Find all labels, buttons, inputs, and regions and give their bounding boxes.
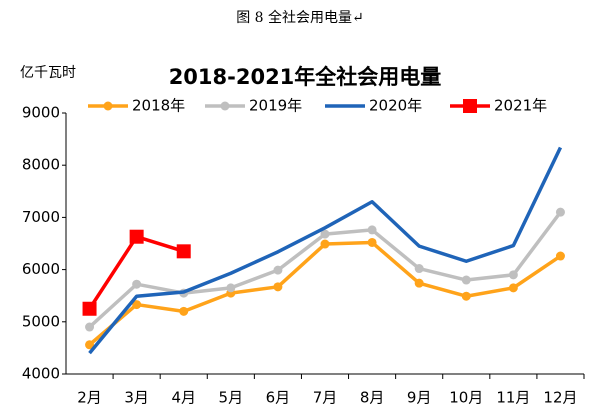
legend-marker bbox=[220, 101, 230, 111]
point-marker bbox=[461, 291, 471, 301]
legend-label: 2018年 bbox=[132, 97, 185, 115]
y-tick-label: 8000 bbox=[22, 156, 60, 174]
point-marker bbox=[367, 225, 377, 235]
x-tick-label: 4月 bbox=[171, 389, 196, 407]
point-marker bbox=[320, 239, 330, 249]
figure-caption: 图 8 全社会用电量↵ bbox=[236, 9, 364, 26]
point-marker bbox=[273, 282, 283, 292]
legend-marker bbox=[463, 99, 477, 113]
point-marker bbox=[461, 275, 471, 285]
y-tick-label: 4000 bbox=[22, 365, 60, 383]
legend-label: 2021年 bbox=[494, 97, 547, 115]
x-tick-label: 2月 bbox=[77, 389, 102, 407]
point-marker bbox=[82, 301, 97, 316]
x-tick-label: 5月 bbox=[219, 389, 244, 407]
point-marker bbox=[226, 283, 236, 293]
x-tick-label: 10月 bbox=[449, 389, 483, 407]
series-line bbox=[88, 146, 563, 355]
legend-marker bbox=[103, 101, 113, 111]
x-tick-label: 6月 bbox=[266, 389, 291, 407]
point-marker bbox=[555, 207, 565, 217]
point-marker bbox=[414, 264, 424, 274]
point-marker bbox=[176, 244, 191, 259]
y-tick-label: 7000 bbox=[22, 208, 60, 226]
point-marker bbox=[414, 278, 424, 288]
point-marker bbox=[132, 279, 142, 289]
y-tick-label: 6000 bbox=[22, 260, 60, 278]
chart-title: 2018-2021年全社会用电量 bbox=[169, 65, 442, 89]
point-marker bbox=[273, 265, 283, 275]
legend-label: 2020年 bbox=[369, 97, 422, 115]
y-tick-label: 5000 bbox=[22, 312, 60, 330]
point-marker bbox=[555, 251, 565, 261]
x-tick-label: 11月 bbox=[496, 389, 530, 407]
x-tick-label: 7月 bbox=[313, 389, 338, 407]
legend-label: 2019年 bbox=[249, 97, 302, 115]
point-marker bbox=[85, 340, 95, 350]
x-tick-label: 8月 bbox=[360, 389, 385, 407]
point-marker bbox=[508, 283, 518, 293]
point-marker bbox=[179, 306, 189, 316]
y-axis-label: 亿千瓦时 bbox=[20, 65, 76, 81]
point-marker bbox=[132, 300, 142, 310]
x-tick-label: 9月 bbox=[407, 389, 432, 407]
x-tick-label: 12月 bbox=[543, 389, 577, 407]
point-marker bbox=[508, 270, 518, 280]
point-marker bbox=[129, 229, 144, 244]
point-marker bbox=[367, 237, 377, 247]
point-marker bbox=[85, 322, 95, 332]
point-marker bbox=[320, 229, 330, 239]
y-tick-label: 9000 bbox=[22, 104, 60, 122]
x-tick-label: 3月 bbox=[124, 389, 149, 407]
